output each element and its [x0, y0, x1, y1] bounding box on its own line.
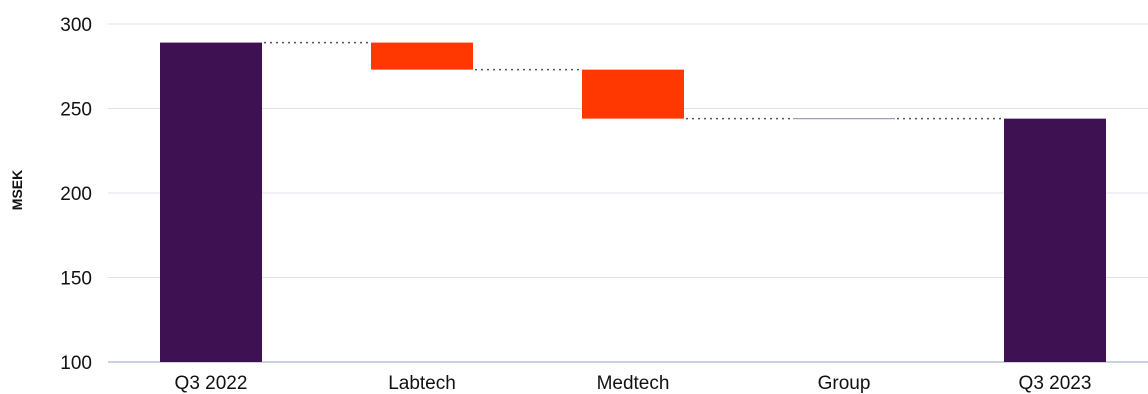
bar-labtech [371, 42, 473, 70]
bar-q3-2022 [160, 42, 262, 363]
y-tick-labels: 100 150 200 250 300 [60, 15, 92, 374]
grid-lines [108, 23, 1148, 363]
y-tick-label: 150 [60, 269, 92, 290]
category-labels: Q3 2022 Labtech Medtech Group Q3 2023 [175, 373, 1092, 394]
y-tick-label: 300 [60, 15, 92, 36]
y-tick-label: 250 [60, 100, 92, 121]
category-label: Labtech [388, 373, 456, 394]
category-label: Group [818, 373, 871, 394]
y-tick-label: 100 [60, 353, 92, 374]
y-axis-label: MSEK [9, 170, 25, 210]
category-label: Q3 2023 [1019, 373, 1092, 394]
bars [160, 42, 1106, 363]
category-label: Q3 2022 [175, 373, 248, 394]
category-label: Medtech [597, 373, 670, 394]
bar-q3-2023 [1004, 118, 1106, 362]
bar-medtech [582, 69, 684, 119]
y-tick-label: 200 [60, 184, 92, 205]
